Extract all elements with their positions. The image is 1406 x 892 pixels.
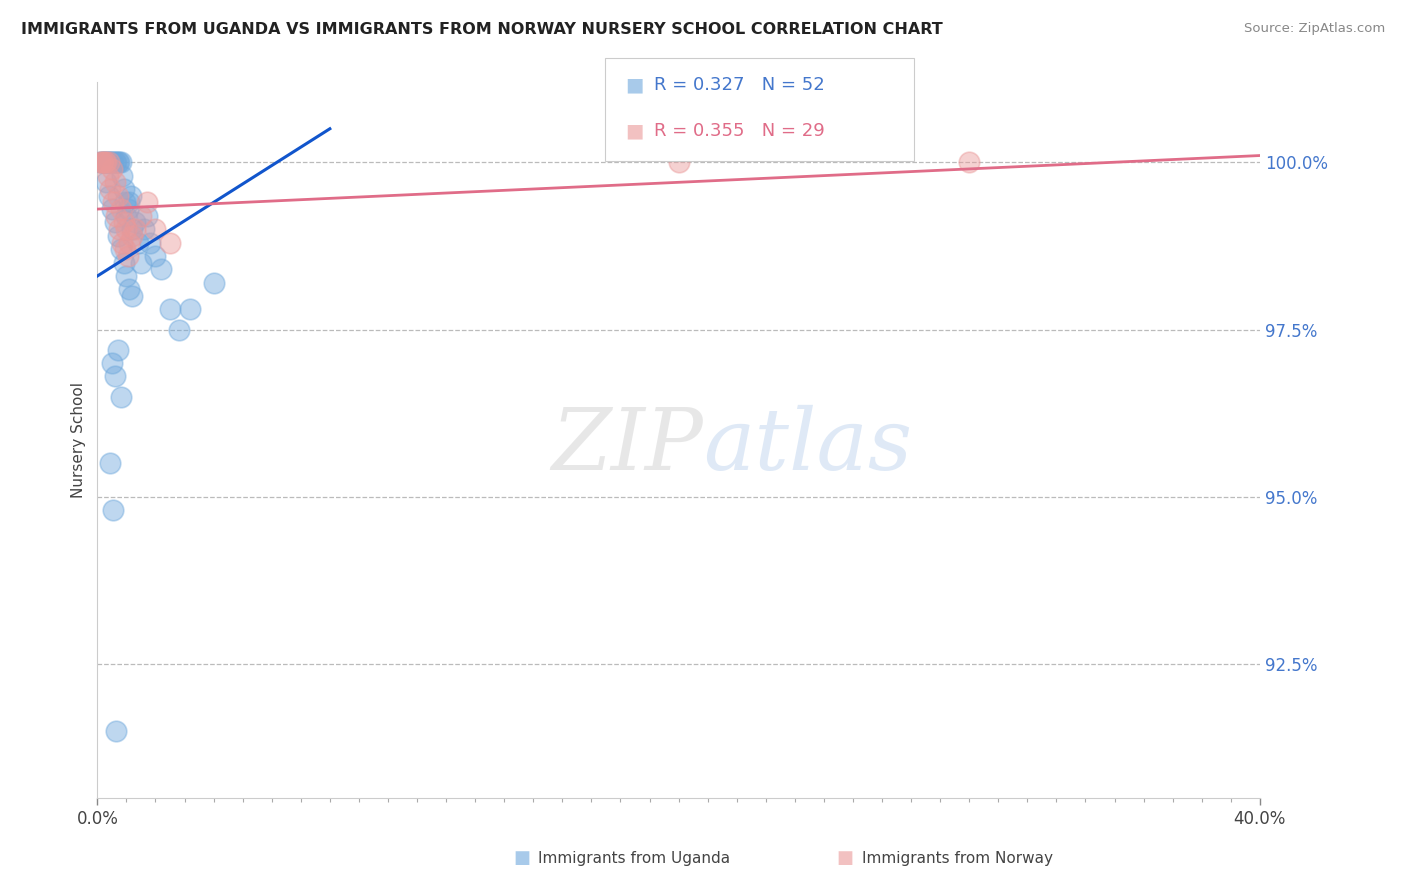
Point: [110, 390, 132, 404]
Point: [117, 202, 139, 216]
Point: [115, 268, 138, 283]
Point: [202, 276, 225, 290]
Point: [108, 155, 131, 169]
Point: [150, 262, 173, 277]
Point: [138, 235, 160, 250]
Point: [107, 155, 129, 169]
Point: [104, 155, 127, 169]
Point: [120, 188, 142, 202]
Point: [98, 155, 121, 169]
Point: [159, 302, 181, 317]
Point: [110, 202, 132, 216]
Point: [96, 169, 118, 183]
Point: [129, 255, 152, 269]
Point: [159, 235, 181, 250]
Point: [94, 175, 117, 189]
Point: [104, 369, 127, 384]
Point: [105, 724, 128, 739]
Point: [129, 209, 152, 223]
Y-axis label: Nursery School: Nursery School: [72, 382, 86, 498]
Point: [89, 155, 111, 169]
Text: ■: ■: [513, 849, 530, 867]
Point: [114, 195, 136, 210]
Point: [118, 282, 141, 296]
Point: [100, 182, 122, 196]
Text: R = 0.355   N = 29: R = 0.355 N = 29: [654, 122, 824, 140]
Point: [118, 195, 141, 210]
Point: [93, 155, 115, 169]
Point: [957, 155, 980, 169]
Point: [100, 457, 122, 471]
Point: [93, 155, 115, 169]
Point: [110, 242, 132, 256]
Point: [103, 503, 125, 517]
Point: [112, 255, 135, 269]
Point: [91, 155, 114, 169]
Point: [112, 215, 135, 229]
Point: [100, 155, 122, 169]
Point: [108, 222, 131, 236]
Point: [98, 155, 121, 169]
Point: [124, 222, 146, 236]
Point: [101, 202, 124, 216]
Point: [121, 289, 143, 303]
Point: [94, 155, 117, 169]
Text: R = 0.327   N = 52: R = 0.327 N = 52: [654, 76, 824, 94]
Point: [145, 222, 167, 236]
Point: [104, 215, 127, 229]
Point: [105, 209, 128, 223]
Point: [101, 155, 124, 169]
Text: ZIP: ZIP: [551, 405, 703, 487]
Point: [111, 169, 134, 183]
Point: [135, 209, 157, 223]
Point: [127, 235, 149, 250]
Text: Immigrants from Norway: Immigrants from Norway: [862, 851, 1053, 865]
Point: [107, 188, 129, 202]
Point: [101, 356, 124, 370]
Point: [115, 209, 138, 223]
Point: [145, 249, 167, 263]
Point: [112, 182, 135, 196]
Point: [135, 195, 157, 210]
Point: [89, 155, 111, 169]
Point: [110, 155, 132, 169]
Point: [107, 343, 129, 357]
Point: [96, 155, 118, 169]
Point: [668, 155, 690, 169]
Point: [121, 222, 143, 236]
Point: [105, 155, 128, 169]
Point: [111, 235, 134, 250]
Point: [104, 175, 127, 189]
Point: [167, 322, 190, 336]
Point: [91, 155, 114, 169]
Point: [132, 222, 155, 236]
Point: [121, 228, 143, 243]
Point: [98, 188, 121, 202]
Point: [101, 161, 124, 176]
Point: [94, 155, 117, 169]
Point: [115, 222, 138, 236]
Point: [90, 155, 112, 169]
Point: [103, 195, 125, 210]
Point: [103, 155, 125, 169]
Point: [118, 235, 141, 250]
Text: ■: ■: [626, 121, 644, 141]
Point: [107, 228, 129, 243]
Point: [124, 215, 146, 229]
Text: atlas: atlas: [703, 405, 912, 487]
Text: Source: ZipAtlas.com: Source: ZipAtlas.com: [1244, 22, 1385, 36]
Text: ■: ■: [837, 849, 853, 867]
Text: Immigrants from Uganda: Immigrants from Uganda: [538, 851, 731, 865]
Point: [179, 302, 201, 317]
Text: ■: ■: [626, 75, 644, 95]
Text: IMMIGRANTS FROM UGANDA VS IMMIGRANTS FROM NORWAY NURSERY SCHOOL CORRELATION CHAR: IMMIGRANTS FROM UGANDA VS IMMIGRANTS FRO…: [21, 22, 943, 37]
Point: [114, 242, 136, 256]
Point: [117, 249, 139, 263]
Point: [90, 155, 112, 169]
